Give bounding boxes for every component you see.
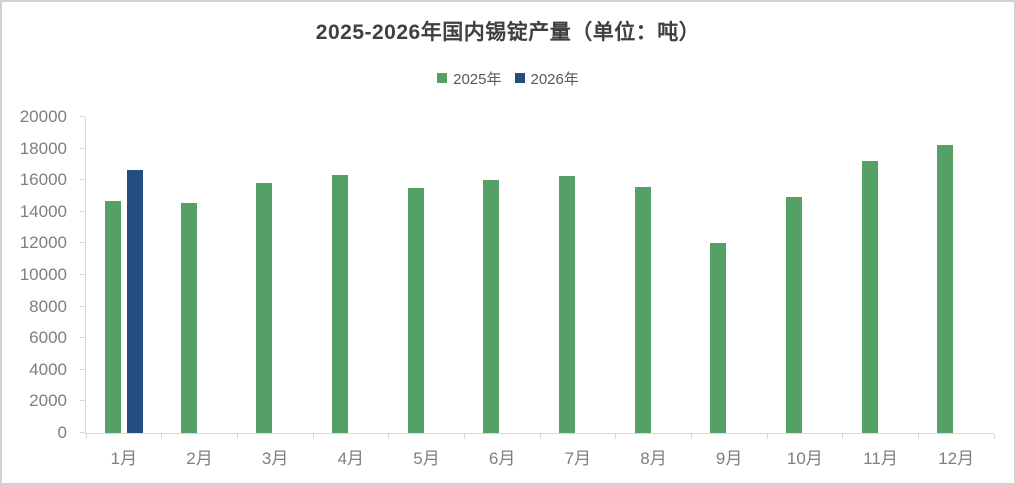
- legend-label: 2026年: [530, 70, 579, 88]
- x-axis-tick-label: 4月: [337, 449, 365, 468]
- x-axis-tick-label: 12月: [938, 449, 975, 468]
- y-axis-tick-label: 10000: [19, 265, 67, 284]
- bar-2025年-12月: [937, 144, 954, 433]
- y-axis-tick-label: 20000: [19, 107, 67, 126]
- x-axis-tick: [312, 434, 314, 439]
- y-axis-tick-label: 18000: [19, 138, 67, 158]
- bar-2025年-8月: [634, 187, 651, 433]
- y-axis-tick: [80, 305, 85, 307]
- x-axis-tick: [690, 434, 692, 439]
- x-axis-tick: [539, 434, 541, 439]
- bar-2025年-5月: [407, 188, 424, 433]
- y-axis-tick-label: 6000: [29, 328, 67, 348]
- y-axis-tick-label: 14000: [19, 201, 67, 221]
- y-axis-tick: [80, 147, 85, 149]
- legend-item: 2026年: [514, 68, 579, 89]
- x-axis-tick-label: 10月: [786, 449, 823, 468]
- y-axis-tick-label: 12000: [19, 233, 67, 253]
- x-axis-tick-label: 9月: [715, 449, 743, 468]
- y-axis-tick: [80, 242, 85, 244]
- bar-2025年-11月: [861, 161, 878, 433]
- chart-title: 2025-2026年国内锡锭产量（单位：吨）: [315, 21, 701, 44]
- x-axis-tick: [766, 434, 768, 439]
- legend: 2025年 2026年: [2, 68, 1014, 88]
- y-axis-tick: [80, 274, 85, 275]
- x-axis-tick: [161, 434, 163, 439]
- x-axis-tick: [388, 434, 390, 439]
- x-axis-tick-label: 5月: [413, 449, 440, 468]
- bar-2025年-10月: [785, 196, 802, 433]
- plot-area: 0 2000 4000 6000 8000 10000 12000 14000 16000 180…: [20, 107, 995, 468]
- bar-2025年-7月: [558, 176, 575, 433]
- bar-2025年-2月: [180, 203, 197, 433]
- x-axis-tick-label: 1月: [110, 449, 138, 468]
- x-axis-tick-label: 3月: [261, 449, 289, 468]
- legend-label: 2025年: [453, 70, 502, 88]
- bar-2025年-9月: [710, 242, 727, 433]
- x-axis-tick: [463, 434, 465, 439]
- x-axis-tick-label: 2月: [186, 449, 213, 468]
- legend-item: 2025年: [437, 68, 502, 89]
- legend-swatch-icon: [437, 73, 448, 83]
- y-axis-tick-label: 16000: [19, 170, 67, 190]
- bar-2025年-4月: [331, 174, 348, 433]
- y-axis-tick-label: 0: [57, 423, 67, 442]
- x-axis-tick: [236, 434, 238, 439]
- y-axis-tick-label: 8000: [29, 296, 67, 316]
- legend-swatch-icon: [514, 73, 525, 83]
- bar-2025年-1月: [104, 200, 121, 433]
- y-axis-tick: [80, 432, 85, 433]
- x-axis-tick-label: 8月: [640, 449, 667, 468]
- x-axis-tick: [842, 434, 844, 439]
- x-axis-tick-label: 7月: [564, 449, 592, 468]
- y-axis-tick: [80, 210, 85, 212]
- bar-2025年-3月: [256, 182, 273, 433]
- y-axis-tick-label: 2000: [29, 391, 67, 411]
- bar-2025年-6月: [483, 180, 500, 433]
- x-axis-tick: [615, 434, 617, 439]
- y-axis-tick: [80, 116, 85, 117]
- y-axis-tick: [80, 368, 85, 370]
- y-axis-tick: [80, 337, 85, 339]
- y-axis-tick-label: 4000: [29, 359, 67, 379]
- bar-2026年-1月: [126, 169, 143, 433]
- x-axis-tick: [85, 434, 87, 439]
- x-axis-tick: [917, 434, 919, 439]
- x-axis-tick-label: 6月: [488, 449, 516, 468]
- x-axis-tick-label: 11月: [863, 449, 898, 468]
- y-axis-tick: [80, 400, 85, 402]
- x-axis-tick: [993, 434, 995, 439]
- y-axis-tick: [80, 179, 85, 181]
